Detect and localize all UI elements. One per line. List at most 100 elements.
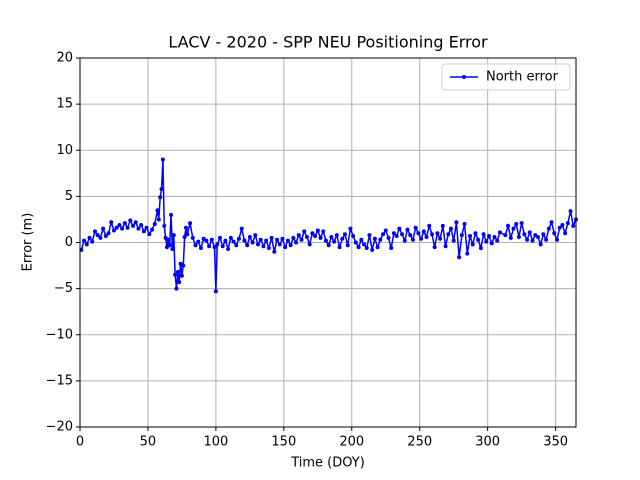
data-point xyxy=(554,237,559,242)
data-point xyxy=(242,238,247,243)
data-point xyxy=(288,243,293,248)
data-point xyxy=(362,242,367,247)
legend: North error xyxy=(441,63,571,91)
data-point xyxy=(492,234,497,239)
data-point xyxy=(139,222,144,227)
data-point xyxy=(459,233,464,238)
legend-box xyxy=(441,63,571,91)
y-tick-label: 15 xyxy=(56,97,73,112)
data-point xyxy=(226,246,231,251)
data-point xyxy=(440,223,445,228)
data-point xyxy=(269,235,274,240)
data-point xyxy=(310,231,315,236)
legend-marker xyxy=(462,75,466,79)
data-point xyxy=(345,243,350,248)
data-point xyxy=(342,232,347,237)
data-point xyxy=(348,226,353,231)
data-point xyxy=(527,230,532,235)
data-point xyxy=(427,223,432,228)
data-point xyxy=(236,236,241,241)
data-point xyxy=(541,232,546,237)
data-point xyxy=(122,221,127,226)
data-point xyxy=(92,229,97,234)
data-point xyxy=(508,235,513,240)
data-point xyxy=(462,222,467,227)
data-point xyxy=(247,234,252,239)
data-point xyxy=(185,232,190,237)
data-point xyxy=(481,232,486,237)
data-point xyxy=(375,245,380,250)
data-point xyxy=(516,234,521,239)
data-point xyxy=(511,226,516,231)
data-point xyxy=(190,235,195,240)
data-point xyxy=(359,237,364,242)
data-point xyxy=(136,226,141,231)
data-point xyxy=(234,243,239,248)
data-point xyxy=(84,242,89,247)
data-point xyxy=(321,229,326,234)
data-point xyxy=(560,222,565,227)
data-point xyxy=(323,238,328,243)
data-point xyxy=(535,234,540,239)
data-point xyxy=(397,226,402,231)
data-point xyxy=(378,237,383,242)
data-point xyxy=(394,234,399,239)
data-point xyxy=(383,228,388,233)
data-point xyxy=(429,232,434,237)
data-point xyxy=(419,236,424,241)
plot-area xyxy=(79,157,578,294)
data-point xyxy=(337,245,342,250)
data-point xyxy=(120,226,125,231)
x-tick-label: 0 xyxy=(76,435,84,450)
data-point xyxy=(193,243,198,248)
y-tick-label: 10 xyxy=(56,143,73,158)
data-point xyxy=(212,245,217,250)
data-point xyxy=(266,246,271,251)
data-point xyxy=(495,238,500,243)
data-point xyxy=(446,232,451,237)
data-point xyxy=(207,244,212,249)
x-tick-label: 250 xyxy=(407,435,432,450)
data-point xyxy=(421,229,426,234)
data-point xyxy=(179,273,184,278)
data-point xyxy=(196,239,201,244)
data-point xyxy=(568,209,573,214)
data-point xyxy=(133,220,138,225)
data-point xyxy=(275,237,280,242)
x-tick-label: 300 xyxy=(475,435,500,450)
data-point xyxy=(484,239,489,244)
data-point xyxy=(304,234,309,239)
data-point xyxy=(408,233,413,238)
data-point xyxy=(514,222,519,227)
x-tick-label: 200 xyxy=(339,435,364,450)
data-point xyxy=(198,246,203,251)
data-point xyxy=(256,242,261,247)
y-tick-label: −10 xyxy=(46,327,73,342)
data-point xyxy=(150,227,155,232)
y-tick-label: −20 xyxy=(46,420,73,435)
data-point xyxy=(468,234,473,239)
data-point xyxy=(457,255,462,260)
data-point xyxy=(552,231,557,236)
data-point xyxy=(400,232,405,237)
data-point xyxy=(98,235,103,240)
data-point xyxy=(285,238,290,243)
data-point xyxy=(302,229,307,234)
data-point xyxy=(171,233,176,238)
data-point xyxy=(181,263,186,268)
data-point xyxy=(95,233,100,238)
data-point xyxy=(525,237,530,242)
x-tick-label: 350 xyxy=(543,435,568,450)
data-point xyxy=(294,240,299,245)
data-point xyxy=(174,286,179,291)
data-point xyxy=(435,231,440,236)
data-point xyxy=(454,220,459,225)
data-point xyxy=(264,238,269,243)
data-point xyxy=(183,225,188,230)
data-point xyxy=(372,236,377,241)
data-point xyxy=(563,231,568,236)
data-point xyxy=(117,222,122,227)
data-point xyxy=(170,246,175,251)
data-point xyxy=(228,235,233,240)
